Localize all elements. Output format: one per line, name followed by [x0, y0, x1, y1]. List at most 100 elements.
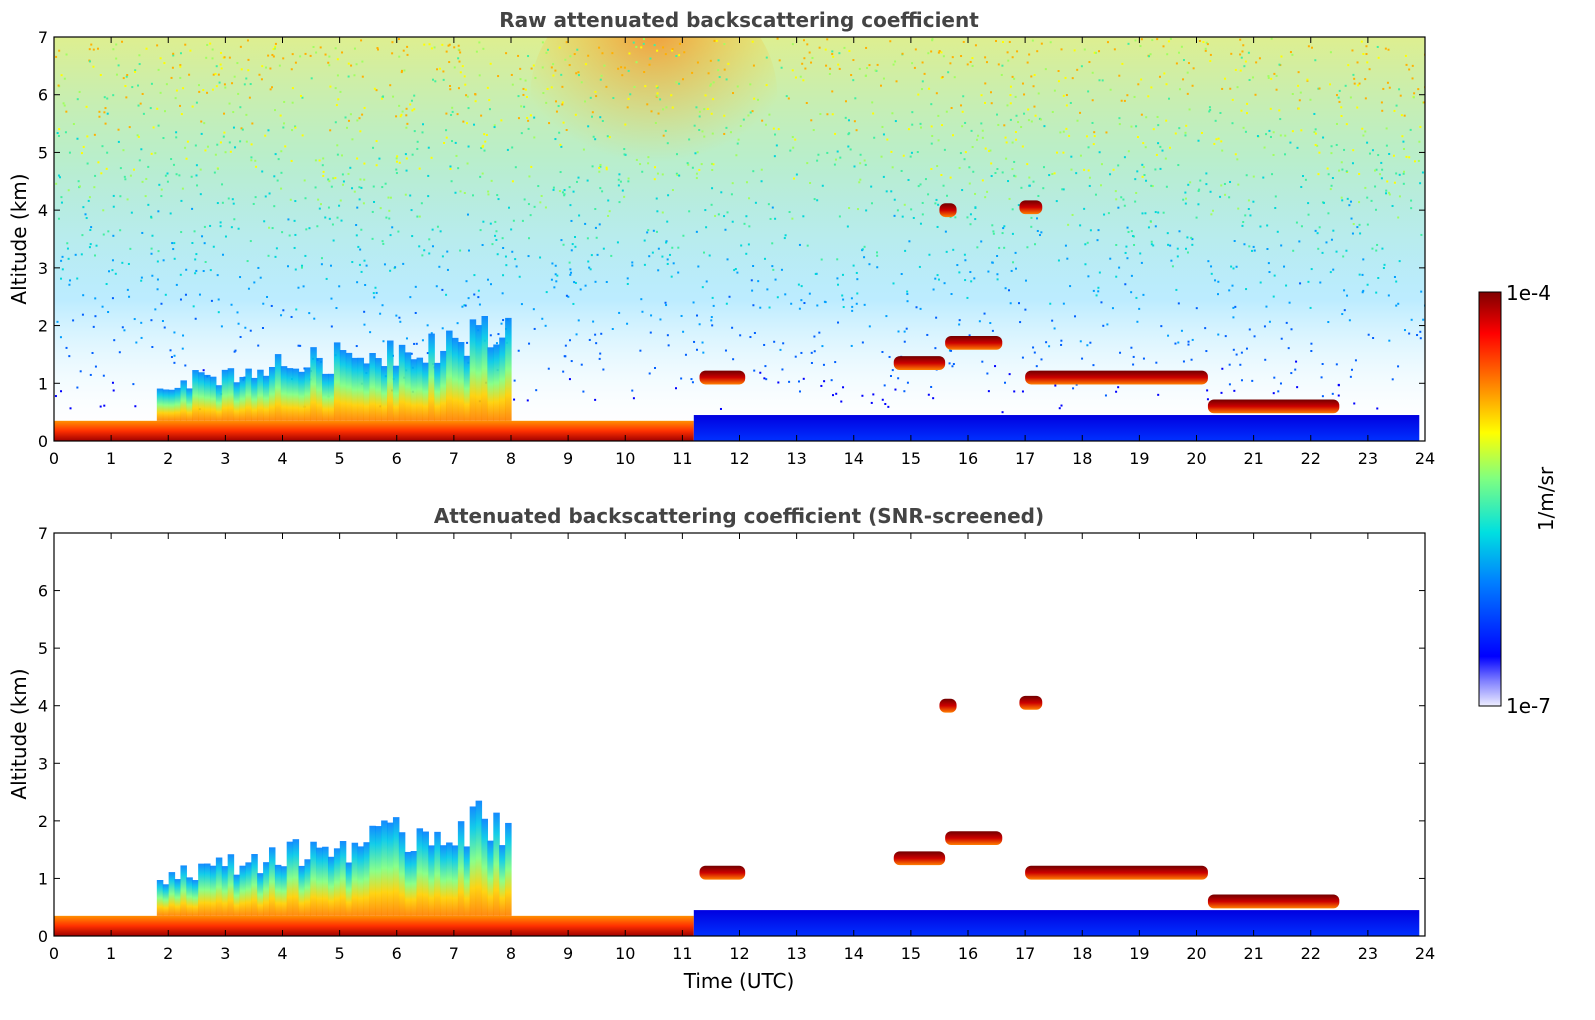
panel-title-screened: Attenuated backscattering coefficient (S… — [434, 504, 1044, 528]
colorbar-label: 1/m/sr — [1534, 466, 1558, 531]
y-axis-label-raw: Altitude (km) — [7, 173, 31, 304]
x-axis-label: Time (UTC) — [683, 969, 795, 993]
surface-layer — [54, 420, 694, 441]
y-tick-label: 6 — [38, 582, 48, 601]
cloud-layer-4 — [1019, 200, 1043, 215]
x-tick-label: 24 — [1415, 449, 1435, 468]
x-tick-label: 10 — [615, 944, 635, 963]
x-tick-label: 9 — [563, 944, 573, 963]
x-ticks-screened: 0 1 2 3 4 5 6 7 8 9 10 11 12 13 14 15 16 17 18 19 20 21 22 23 24 — [49, 533, 1435, 963]
colorbar: 1e-4 1e-7 1/m/sr — [1478, 281, 1558, 718]
cloud-layer-4 — [1019, 695, 1043, 710]
x-tick-label: 19 — [1129, 449, 1149, 468]
surface-layer — [54, 915, 694, 936]
x-tick-label: 7 — [449, 944, 459, 963]
y-tick-label: 4 — [38, 697, 48, 716]
x-tick-label: 16 — [958, 449, 978, 468]
cloud-layer-9 — [1207, 894, 1340, 909]
cloud-layer-5 — [893, 356, 946, 371]
cloud-layer-6 — [945, 831, 1003, 846]
cloud-layer-5 — [893, 851, 946, 866]
x-tick-label: 5 — [335, 449, 345, 468]
x-tick-label: 4 — [277, 449, 287, 468]
x-tick-label: 14 — [844, 449, 864, 468]
heatmap-layer — [54, 37, 1425, 441]
cloud-layer-8 — [1025, 865, 1208, 880]
x-tick-label: 2 — [163, 944, 173, 963]
x-tick-label: 1 — [106, 449, 116, 468]
colorbar-min-label: 1e-7 — [1506, 694, 1551, 718]
y-tick-label: 7 — [38, 28, 48, 47]
x-tick-label: 23 — [1358, 944, 1378, 963]
y-tick-label: 6 — [38, 86, 48, 105]
x-tick-label: 11 — [672, 449, 692, 468]
colorbar-gradient — [1478, 291, 1502, 707]
cloud-layer-7 — [699, 370, 746, 385]
x-tick-label: 20 — [1186, 449, 1206, 468]
plot-area-raw — [54, 37, 1425, 441]
y-tick-label: 7 — [38, 524, 48, 543]
y-tick-label: 5 — [38, 143, 48, 162]
y-tick-label: 0 — [38, 927, 48, 946]
x-tick-label: 4 — [277, 944, 287, 963]
x-tick-label: 24 — [1415, 944, 1435, 963]
x-tick-label: 7 — [449, 449, 459, 468]
x-tick-label: 23 — [1358, 449, 1378, 468]
x-tick-label: 12 — [729, 449, 749, 468]
heatmap-layer — [54, 695, 1420, 936]
panel-title-raw: Raw attenuated backscattering coefficien… — [499, 8, 979, 32]
x-tick-label: 14 — [844, 944, 864, 963]
x-tick-label: 13 — [786, 449, 806, 468]
x-tick-label: 10 — [615, 449, 635, 468]
y-tick-label: 0 — [38, 432, 48, 451]
cloud-layer-9 — [1207, 399, 1340, 414]
x-tick-label: 8 — [506, 944, 516, 963]
x-tick-label: 15 — [901, 449, 921, 468]
x-tick-label: 17 — [1015, 944, 1035, 963]
y-tick-label: 2 — [38, 812, 48, 831]
noise-hotspot — [530, 37, 778, 208]
x-tick-label: 18 — [1072, 944, 1092, 963]
x-tick-label: 17 — [1015, 449, 1035, 468]
x-tick-label: 21 — [1243, 944, 1263, 963]
cloud-layer-6 — [945, 335, 1003, 350]
x-ticks-raw: 0 1 2 3 4 5 6 7 8 9 10 11 12 13 14 15 16 17 18 19 20 21 22 23 24 — [49, 37, 1435, 468]
x-tick-label: 18 — [1072, 449, 1092, 468]
y-ticks-raw: 0 1 2 3 4 5 6 7 — [38, 28, 1425, 451]
x-tick-label: 9 — [563, 449, 573, 468]
colorbar-max-label: 1e-4 — [1506, 281, 1551, 305]
noise-speckle — [54, 37, 1425, 414]
x-tick-label: 15 — [901, 944, 921, 963]
y-tick-label: 4 — [38, 201, 48, 220]
y-axis-label-screened: Altitude (km) — [7, 668, 31, 799]
cloud-layer-8 — [1025, 370, 1208, 385]
x-tick-label: 3 — [220, 449, 230, 468]
y-tick-label: 1 — [38, 869, 48, 888]
cloud-layer-3 — [939, 203, 957, 218]
x-tick-label: 0 — [49, 449, 59, 468]
panel-raw: Raw attenuated backscattering coefficien… — [7, 8, 1435, 468]
boundary-layer — [693, 910, 1420, 936]
x-tick-label: 6 — [392, 944, 402, 963]
x-tick-label: 21 — [1243, 449, 1263, 468]
y-ticks-screened: 0 1 2 3 4 5 6 7 — [38, 524, 1425, 946]
y-tick-label: 3 — [38, 754, 48, 773]
x-tick-label: 11 — [672, 944, 692, 963]
panel-screened: Attenuated backscattering coefficient (S… — [7, 504, 1435, 993]
x-tick-label: 19 — [1129, 944, 1149, 963]
x-tick-label: 20 — [1186, 944, 1206, 963]
x-tick-label: 3 — [220, 944, 230, 963]
y-tick-label: 3 — [38, 259, 48, 278]
x-tick-label: 5 — [335, 944, 345, 963]
cloud-layer-3 — [939, 698, 957, 713]
x-tick-label: 16 — [958, 944, 978, 963]
y-tick-label: 1 — [38, 374, 48, 393]
plot-area-screened — [54, 695, 1420, 936]
x-tick-label: 22 — [1301, 449, 1321, 468]
x-tick-label: 22 — [1301, 944, 1321, 963]
x-tick-label: 0 — [49, 944, 59, 963]
y-tick-label: 2 — [38, 317, 48, 336]
x-tick-label: 13 — [786, 944, 806, 963]
x-tick-label: 12 — [729, 944, 749, 963]
